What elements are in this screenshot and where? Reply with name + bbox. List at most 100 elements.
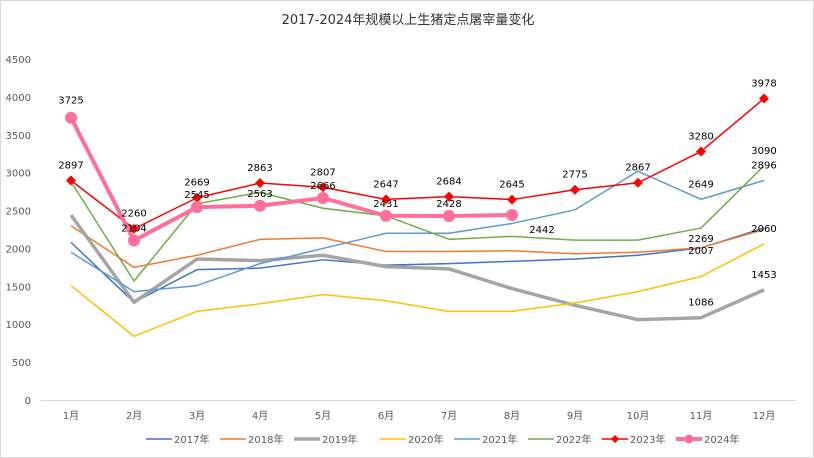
data-point-marker xyxy=(381,194,391,205)
data-point-marker xyxy=(633,177,643,188)
series-line xyxy=(70,165,765,282)
data-point-marker xyxy=(192,192,202,203)
x-tick-label: 8月 xyxy=(504,410,520,422)
data-label: 2775 xyxy=(562,170,587,181)
data-label: 2431 xyxy=(373,199,398,210)
data-label: 2896 xyxy=(751,161,776,172)
legend-marker xyxy=(684,434,694,444)
data-label: 2863 xyxy=(247,163,272,174)
data-point-marker xyxy=(317,191,329,204)
series-line xyxy=(70,243,765,338)
series-2017年 xyxy=(70,227,765,303)
data-label: 2104 xyxy=(121,224,146,235)
data-label: 2563 xyxy=(247,189,272,200)
data-point-marker xyxy=(191,201,203,214)
series-line xyxy=(70,225,765,269)
data-label: 2060 xyxy=(751,224,776,235)
data-point-marker xyxy=(318,182,328,193)
x-tick-label: 1月 xyxy=(63,410,79,422)
data-label: 2545 xyxy=(184,190,209,201)
data-label: 2442 xyxy=(529,225,554,236)
series-2023年 xyxy=(66,93,769,234)
legend-label: 2023年 xyxy=(630,433,665,446)
data-point-marker xyxy=(444,191,454,202)
legend-item: 2019年 xyxy=(294,433,357,446)
y-tick-label: 2000 xyxy=(6,244,31,255)
data-point-marker xyxy=(507,194,517,205)
data-label: 2645 xyxy=(499,180,524,191)
data-label: 2649 xyxy=(688,179,713,190)
data-label: 2647 xyxy=(373,179,398,190)
x-tick-label: 7月 xyxy=(441,410,457,422)
data-label: 2260 xyxy=(121,209,146,220)
data-point-marker xyxy=(66,175,76,186)
series-2024年 xyxy=(65,111,518,247)
data-point-marker xyxy=(65,111,77,124)
legend-item: 2020年 xyxy=(380,433,443,446)
data-point-marker xyxy=(254,199,266,212)
data-label: 2867 xyxy=(625,163,650,174)
data-label: 2666 xyxy=(310,181,335,192)
series-2020年 xyxy=(70,243,765,338)
x-tick-label: 6月 xyxy=(378,410,394,422)
data-point-marker xyxy=(443,210,455,223)
data-label: 3978 xyxy=(751,79,776,90)
x-tick-label: 3月 xyxy=(189,410,205,422)
data-label: 1086 xyxy=(688,298,713,309)
data-label: 2269 xyxy=(688,234,713,245)
series-line xyxy=(70,97,765,230)
legend-item: 2022年 xyxy=(528,433,591,446)
y-tick-label: 500 xyxy=(12,358,31,369)
data-point-marker xyxy=(506,208,518,221)
data-label: 2807 xyxy=(310,167,335,178)
data-label: 1453 xyxy=(751,270,776,281)
y-tick-label: 1500 xyxy=(6,282,31,293)
series-line xyxy=(70,170,765,293)
y-tick-label: 4500 xyxy=(6,55,31,66)
data-label: 3280 xyxy=(688,131,713,142)
series-line xyxy=(69,214,765,322)
x-tick-label: 4月 xyxy=(252,410,268,422)
data-point-marker xyxy=(129,223,139,234)
legend-marker xyxy=(611,435,619,443)
legend-label: 2022年 xyxy=(556,433,591,446)
data-point-marker xyxy=(696,146,706,157)
legend-item: 2024年 xyxy=(676,433,739,446)
x-tick-label: 10月 xyxy=(627,410,650,422)
data-label: 3090 xyxy=(751,146,776,157)
data-label: 2428 xyxy=(436,199,461,210)
y-tick-label: 3500 xyxy=(6,131,31,142)
legend-label: 2024年 xyxy=(704,433,739,446)
legend-item: 2021年 xyxy=(454,433,517,446)
x-tick-label: 2月 xyxy=(126,410,142,422)
legend-item: 2018年 xyxy=(220,433,283,446)
data-point-marker xyxy=(570,184,580,195)
data-label: 3725 xyxy=(58,96,83,107)
legend-label: 2017年 xyxy=(174,433,209,446)
legend-item: 2023年 xyxy=(602,433,665,446)
x-tick-label: 9月 xyxy=(567,410,583,422)
x-tick-label: 5月 xyxy=(315,410,331,422)
series-line xyxy=(70,227,765,303)
y-tick-label: 0 xyxy=(25,396,31,407)
y-tick-label: 3000 xyxy=(6,169,31,180)
x-tick-label: 12月 xyxy=(753,410,776,422)
data-point-marker xyxy=(759,93,769,104)
series-line xyxy=(69,116,513,243)
series-2021年 xyxy=(70,170,765,293)
legend-label: 2018年 xyxy=(248,433,283,446)
series-2019年 xyxy=(69,214,765,322)
data-point-marker xyxy=(380,209,392,222)
legend-label: 2020年 xyxy=(408,433,443,446)
chart-title: 2017-2024年规模以上生猪定点屠宰量变化 xyxy=(282,12,535,28)
data-label: 2684 xyxy=(436,177,461,188)
data-point-marker xyxy=(255,178,265,189)
legend-item: 2017年 xyxy=(146,433,209,446)
data-label: 2897 xyxy=(58,160,83,171)
legend-label: 2019年 xyxy=(322,433,357,446)
series-2018年 xyxy=(70,225,765,269)
data-point-marker xyxy=(128,234,140,247)
data-label: 2669 xyxy=(184,178,209,189)
